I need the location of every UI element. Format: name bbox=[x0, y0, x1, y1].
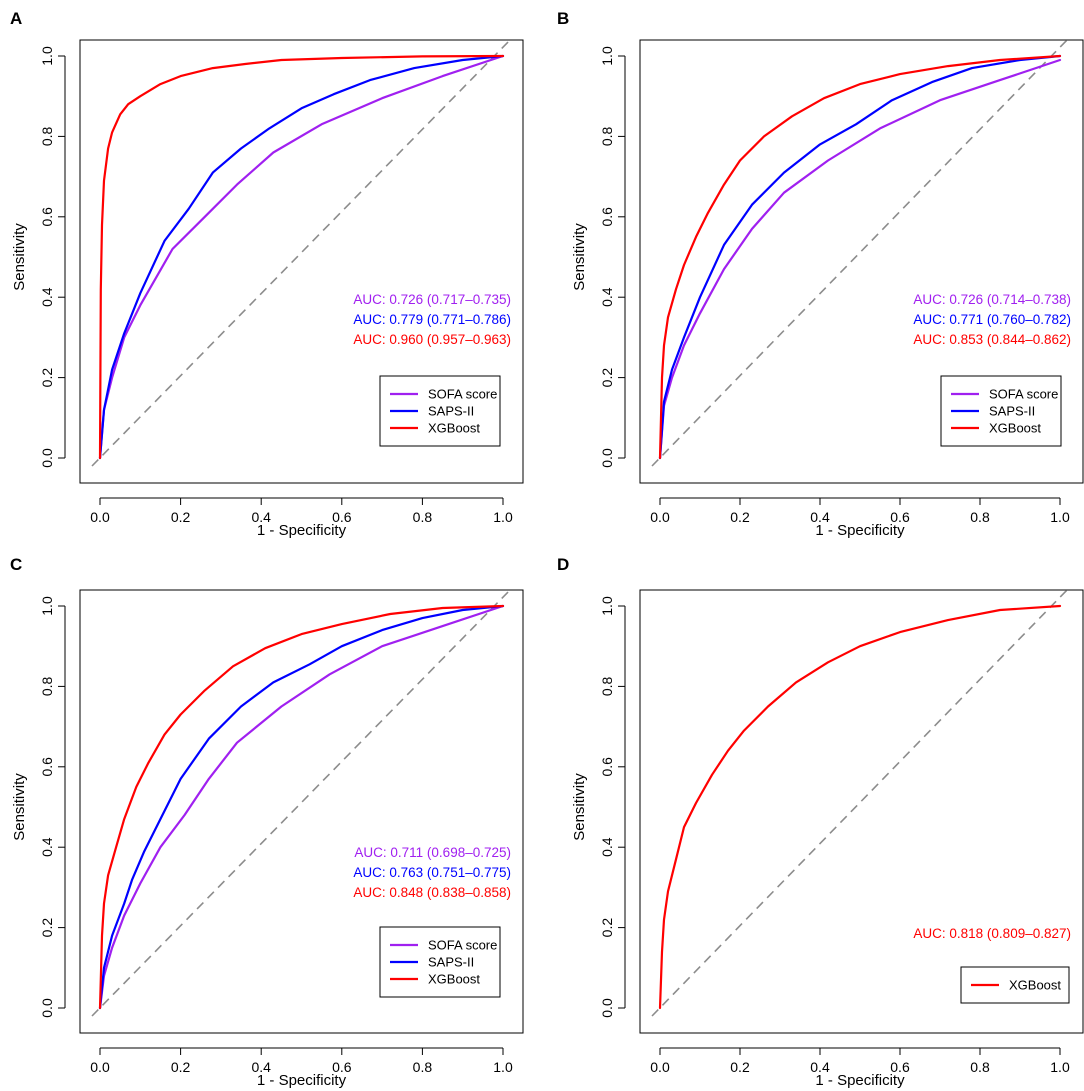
legend-label-xgboost-a: XGBoost bbox=[428, 421, 480, 436]
legend-label-sofa-score-a: SOFA score bbox=[428, 387, 497, 402]
y-tick-label-b: 0.2 bbox=[599, 368, 615, 388]
x-tick-label-d: 0.2 bbox=[730, 1059, 750, 1075]
x-tick-label-c: 0.4 bbox=[251, 1059, 271, 1075]
y-tick-label-c: 0.8 bbox=[39, 676, 55, 696]
roc-curve-xgboost-a bbox=[98, 54, 505, 460]
plot-frame-d bbox=[639, 589, 1084, 1034]
y-tick-label-c: 0.6 bbox=[39, 757, 55, 777]
legend-label-xgboost-c: XGBoost bbox=[428, 972, 480, 987]
auc-label-saps-ii-c: AUC: 0.763 (0.751–0.775) bbox=[353, 865, 511, 880]
legend-label-sofa-score-b: SOFA score bbox=[989, 387, 1058, 402]
y-tick-label-d: 0.6 bbox=[599, 757, 615, 777]
legend-label-saps-ii-b: SAPS-II bbox=[989, 404, 1035, 419]
x-tick-label-b: 0.6 bbox=[890, 509, 910, 525]
y-tick-label-a: 0.2 bbox=[39, 368, 55, 388]
x-tick-label-a: 0.6 bbox=[332, 509, 352, 525]
roc-curve-xgboost-d bbox=[658, 604, 1062, 1010]
panel-label-c: C bbox=[10, 555, 22, 574]
y-tick-label-b: 1.0 bbox=[599, 46, 615, 66]
y-axis-title-a: Sensitivity bbox=[11, 223, 28, 291]
x-axis-title-d: 1 - Specificity bbox=[815, 1072, 905, 1089]
x-tick-label-b: 1.0 bbox=[1050, 509, 1070, 525]
x-tick-label-c: 1.0 bbox=[493, 1059, 513, 1075]
x-axis-title-a: 1 - Specificity bbox=[257, 522, 347, 539]
auc-label-xgboost-a: AUC: 0.960 (0.957–0.963) bbox=[353, 332, 511, 347]
x-tick-label-a: 0.8 bbox=[413, 509, 433, 525]
x-tick-label-a: 0.0 bbox=[90, 509, 110, 525]
auc-label-sofa-score-a: AUC: 0.726 (0.717–0.735) bbox=[353, 292, 511, 307]
y-tick-label-c: 0.0 bbox=[39, 998, 55, 1018]
y-tick-label-d: 0.2 bbox=[599, 918, 615, 938]
y-tick-label-d: 0.8 bbox=[599, 676, 615, 696]
x-tick-label-d: 0.0 bbox=[650, 1059, 670, 1075]
plot-frame-c bbox=[79, 589, 524, 1034]
y-tick-label-a: 0.4 bbox=[39, 287, 55, 307]
x-axis-title-b: 1 - Specificity bbox=[815, 522, 905, 539]
y-axis-title-d: Sensitivity bbox=[571, 773, 588, 841]
x-tick-label-d: 0.6 bbox=[890, 1059, 910, 1075]
roc-curve-sofa-score-b bbox=[658, 58, 1062, 460]
x-axis-title-c: 1 - Specificity bbox=[257, 1072, 347, 1089]
roc-curve-saps-ii-c bbox=[98, 604, 505, 1010]
auc-label-sofa-score-c: AUC: 0.711 (0.698–0.725) bbox=[354, 845, 511, 860]
x-tick-label-d: 0.4 bbox=[810, 1059, 830, 1075]
roc-curve-xgboost-c bbox=[98, 604, 505, 1010]
legend-label-xgboost-b: XGBoost bbox=[989, 421, 1041, 436]
diagonal-reference-a bbox=[91, 37, 513, 467]
auc-label-xgboost-c: AUC: 0.848 (0.838–0.858) bbox=[353, 885, 511, 900]
diagonal-reference-c bbox=[91, 587, 513, 1017]
y-tick-label-d: 0.4 bbox=[599, 837, 615, 857]
legend-label-xgboost-d: XGBoost bbox=[1009, 978, 1061, 993]
y-tick-label-a: 0.6 bbox=[39, 207, 55, 227]
x-tick-label-b: 0.2 bbox=[730, 509, 750, 525]
y-axis-title-c: Sensitivity bbox=[11, 773, 28, 841]
plot-frame-a bbox=[79, 39, 524, 484]
y-tick-label-c: 0.2 bbox=[39, 918, 55, 938]
x-tick-label-c: 0.6 bbox=[332, 1059, 352, 1075]
y-tick-label-d: 0.0 bbox=[599, 998, 615, 1018]
y-tick-label-a: 1.0 bbox=[39, 46, 55, 66]
auc-label-xgboost-d: AUC: 0.818 (0.809–0.827) bbox=[913, 926, 1071, 941]
auc-label-saps-ii-b: AUC: 0.771 (0.760–0.782) bbox=[913, 312, 1071, 327]
roc-curve-sofa-score-c bbox=[98, 604, 505, 1010]
x-tick-label-a: 0.2 bbox=[171, 509, 191, 525]
y-axis-title-b: Sensitivity bbox=[571, 223, 588, 291]
auc-label-xgboost-b: AUC: 0.853 (0.844–0.862) bbox=[913, 332, 1071, 347]
y-tick-label-b: 0.6 bbox=[599, 207, 615, 227]
y-tick-label-c: 0.4 bbox=[39, 837, 55, 857]
x-tick-label-c: 0.8 bbox=[413, 1059, 433, 1075]
panel-label-b: B bbox=[557, 9, 569, 28]
x-tick-label-b: 0.0 bbox=[650, 509, 670, 525]
legend-label-sofa-score-c: SOFA score bbox=[428, 938, 497, 953]
roc-curve-sofa-score-a bbox=[98, 54, 505, 460]
y-tick-label-d: 1.0 bbox=[599, 596, 615, 616]
diagonal-reference-d bbox=[651, 587, 1070, 1017]
y-tick-label-b: 0.8 bbox=[599, 126, 615, 146]
x-tick-label-a: 0.4 bbox=[251, 509, 271, 525]
roc-curve-xgboost-b bbox=[658, 54, 1062, 460]
panel-label-d: D bbox=[557, 555, 569, 574]
y-tick-label-c: 1.0 bbox=[39, 596, 55, 616]
y-tick-label-b: 0.0 bbox=[599, 448, 615, 468]
x-tick-label-b: 0.8 bbox=[970, 509, 990, 525]
diagonal-reference-b bbox=[651, 37, 1070, 467]
x-tick-label-d: 1.0 bbox=[1050, 1059, 1070, 1075]
x-tick-label-d: 0.8 bbox=[970, 1059, 990, 1075]
plot-frame-b bbox=[639, 39, 1084, 484]
legend-label-saps-ii-a: SAPS-II bbox=[428, 404, 474, 419]
auc-label-saps-ii-a: AUC: 0.779 (0.771–0.786) bbox=[353, 312, 511, 327]
x-tick-label-c: 0.2 bbox=[171, 1059, 191, 1075]
auc-label-sofa-score-b: AUC: 0.726 (0.714–0.738) bbox=[913, 292, 1071, 307]
panel-label-a: A bbox=[10, 9, 22, 28]
x-tick-label-c: 0.0 bbox=[90, 1059, 110, 1075]
y-tick-label-a: 0.8 bbox=[39, 126, 55, 146]
x-tick-label-b: 0.4 bbox=[810, 509, 830, 525]
roc-curve-saps-ii-b bbox=[658, 54, 1062, 460]
y-tick-label-a: 0.0 bbox=[39, 448, 55, 468]
legend-label-saps-ii-c: SAPS-II bbox=[428, 955, 474, 970]
y-tick-label-b: 0.4 bbox=[599, 287, 615, 307]
x-tick-label-a: 1.0 bbox=[493, 509, 513, 525]
roc-curve-saps-ii-a bbox=[98, 54, 505, 460]
